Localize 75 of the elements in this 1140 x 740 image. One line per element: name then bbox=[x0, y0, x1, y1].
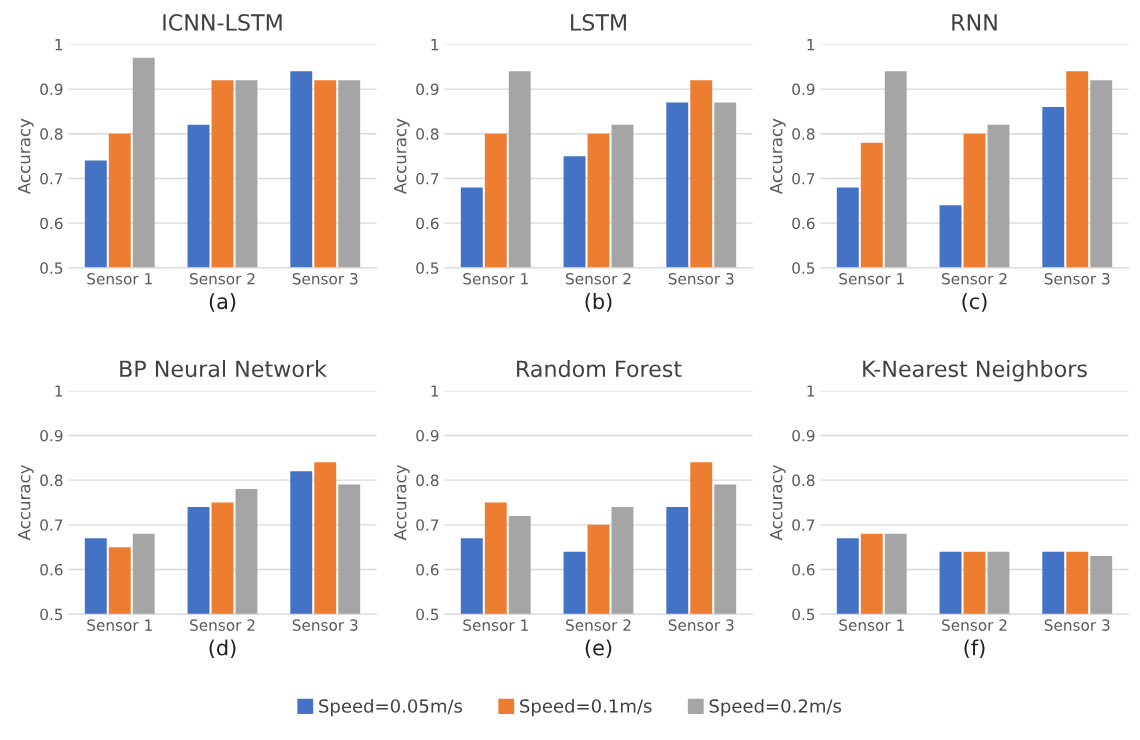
y-tick-label: 0.7 bbox=[416, 172, 439, 185]
x-tick-label: Sensor 3 bbox=[668, 619, 734, 631]
x-tick-label: Sensor 1 bbox=[839, 272, 904, 285]
y-tick-label: 0.8 bbox=[792, 128, 815, 140]
y-tick-label: 0.5 bbox=[416, 608, 439, 621]
y-tick-label: 0.7 bbox=[40, 172, 63, 185]
y-tick-label: 0.5 bbox=[416, 262, 439, 274]
x-tick-label: Sensor 1 bbox=[87, 619, 152, 631]
y-tick-label: 0.7 bbox=[792, 519, 815, 531]
y-tick-label: 1 bbox=[807, 385, 815, 397]
chart-title: LSTM bbox=[571, 14, 626, 31]
x-axis-title: (a) bbox=[209, 293, 236, 312]
x-tick-label: Sensor 2 bbox=[566, 619, 631, 631]
legend-label: Speed=0.05m/s bbox=[319, 698, 463, 717]
y-tick-label: 0.8 bbox=[792, 474, 815, 487]
y-axis-title: Accuracy bbox=[18, 464, 34, 541]
y-tick-label: 1 bbox=[55, 39, 63, 51]
y-tick-label: 1 bbox=[55, 385, 63, 397]
chart-title: BP Neural Network bbox=[120, 359, 327, 378]
x-tick-label: Sensor 2 bbox=[566, 272, 631, 285]
y-tick-label: 0.6 bbox=[792, 217, 815, 230]
y-axis-title: Accuracy bbox=[394, 118, 410, 195]
y-tick-label: 0.8 bbox=[416, 474, 439, 487]
y-tick-label: 0.9 bbox=[792, 83, 815, 96]
chart-title: ICNN-LSTM bbox=[163, 14, 282, 31]
x-tick-label: Sensor 3 bbox=[292, 272, 358, 285]
x-axis-title: (c) bbox=[962, 293, 987, 312]
y-tick-label: 0.8 bbox=[40, 128, 63, 140]
y-tick-label: 0.7 bbox=[40, 519, 63, 531]
y-tick-label: 0.5 bbox=[40, 262, 63, 274]
y-tick-label: 0.5 bbox=[792, 262, 815, 274]
x-axis-title: (f) bbox=[964, 639, 985, 658]
y-axis-title: Accuracy bbox=[18, 118, 34, 195]
y-tick-label: 0.6 bbox=[416, 217, 439, 230]
chart-title: RNN bbox=[952, 14, 997, 31]
x-axis-title: (e) bbox=[585, 639, 612, 658]
y-tick-label: 0.6 bbox=[40, 563, 63, 576]
y-tick-label: 0.9 bbox=[792, 429, 815, 442]
y-tick-label: 0.9 bbox=[416, 83, 439, 96]
x-axis-title: (d) bbox=[209, 639, 236, 658]
y-tick-label: 0.7 bbox=[792, 172, 815, 185]
y-tick-label: 1 bbox=[431, 39, 439, 51]
x-tick-label: Sensor 3 bbox=[292, 619, 358, 631]
x-tick-label: Sensor 1 bbox=[87, 272, 152, 285]
x-tick-label: Sensor 2 bbox=[942, 272, 1007, 285]
legend-label: Speed=0.1m/s bbox=[520, 698, 652, 717]
y-tick-label: 0.5 bbox=[792, 608, 815, 621]
y-tick-label: 0.8 bbox=[416, 128, 439, 140]
y-tick-label: 1 bbox=[807, 39, 815, 51]
y-tick-label: 0.9 bbox=[416, 429, 439, 442]
y-tick-label: 0.6 bbox=[792, 563, 815, 576]
x-tick-label: Sensor 2 bbox=[942, 619, 1007, 631]
x-tick-label: Sensor 1 bbox=[463, 619, 528, 631]
y-tick-label: 0.5 bbox=[40, 608, 63, 621]
chart-title: K-Nearest Neighbors bbox=[863, 359, 1087, 382]
y-axis-title: Accuracy bbox=[770, 118, 786, 195]
y-tick-label: 0.6 bbox=[416, 563, 439, 576]
y-tick-label: 0.6 bbox=[40, 217, 63, 230]
y-tick-label: 1 bbox=[431, 385, 439, 397]
x-axis-title: (b) bbox=[585, 293, 612, 312]
y-tick-label: 0.8 bbox=[40, 474, 63, 487]
chart-title: Random Forest bbox=[517, 359, 682, 378]
x-tick-label: Sensor 2 bbox=[190, 619, 255, 631]
y-tick-label: 0.9 bbox=[40, 429, 63, 442]
x-tick-label: Sensor 2 bbox=[190, 272, 255, 285]
legend-label: Speed=0.2m/s bbox=[709, 698, 842, 717]
x-tick-label: Sensor 3 bbox=[668, 272, 734, 285]
y-tick-label: 0.9 bbox=[40, 83, 63, 96]
x-tick-label: Sensor 1 bbox=[463, 272, 528, 285]
y-axis-title: Accuracy bbox=[394, 464, 410, 541]
x-tick-label: Sensor 3 bbox=[1044, 619, 1110, 631]
y-tick-label: 0.7 bbox=[416, 519, 439, 531]
x-tick-label: Sensor 1 bbox=[839, 619, 904, 631]
y-axis-title: Accuracy bbox=[770, 464, 786, 541]
x-tick-label: Sensor 3 bbox=[1044, 272, 1110, 285]
